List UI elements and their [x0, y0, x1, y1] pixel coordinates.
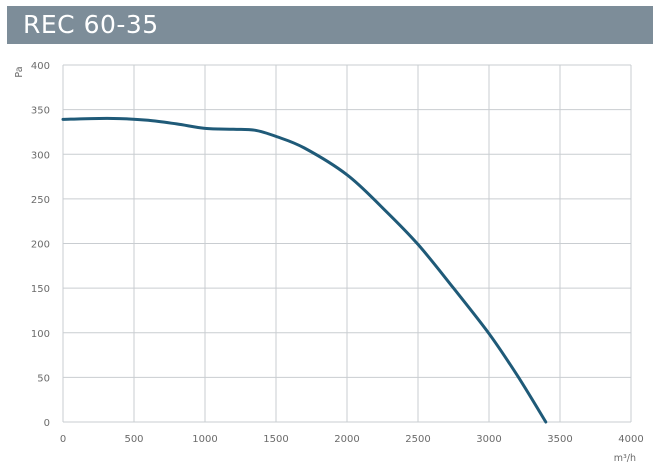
- y-tick-label: 350: [31, 106, 50, 117]
- x-tick-label: 500: [124, 434, 143, 445]
- chart-title: REC 60-35: [23, 10, 159, 39]
- series-group: [61, 116, 548, 424]
- y-tick-label: 300: [31, 150, 50, 161]
- y-tick-label: 150: [31, 284, 50, 295]
- x-axis-label: m³/h: [614, 453, 636, 464]
- series-line-0: [61, 116, 548, 424]
- y-tick-label: 250: [31, 195, 50, 206]
- x-tick-label: 3000: [476, 434, 501, 445]
- x-tick-label: 4000: [618, 434, 643, 445]
- title-bar: REC 60-35: [7, 6, 653, 44]
- x-tick-label: 3500: [547, 434, 572, 445]
- x-tick-label: 2000: [334, 434, 359, 445]
- y-tick-label: 100: [31, 329, 50, 340]
- y-tick-label: 50: [37, 373, 50, 384]
- y-tick-label: 0: [44, 418, 50, 429]
- y-tick-label: 400: [31, 61, 50, 72]
- x-tick-label: 0: [60, 434, 66, 445]
- x-tick-label: 1000: [192, 434, 217, 445]
- x-tick-label: 1500: [263, 434, 288, 445]
- x-tick-labels: 0 500 1000 1500 2000 2500 3000 3500 4000: [60, 434, 644, 445]
- y-axis-label: Pa: [14, 66, 25, 77]
- y-tick-label: 200: [31, 240, 50, 251]
- grid: [62, 64, 632, 423]
- x-tick-label: 2500: [405, 434, 430, 445]
- y-tick-labels: 0 50 100 150 200 250 300 350 400: [31, 61, 50, 429]
